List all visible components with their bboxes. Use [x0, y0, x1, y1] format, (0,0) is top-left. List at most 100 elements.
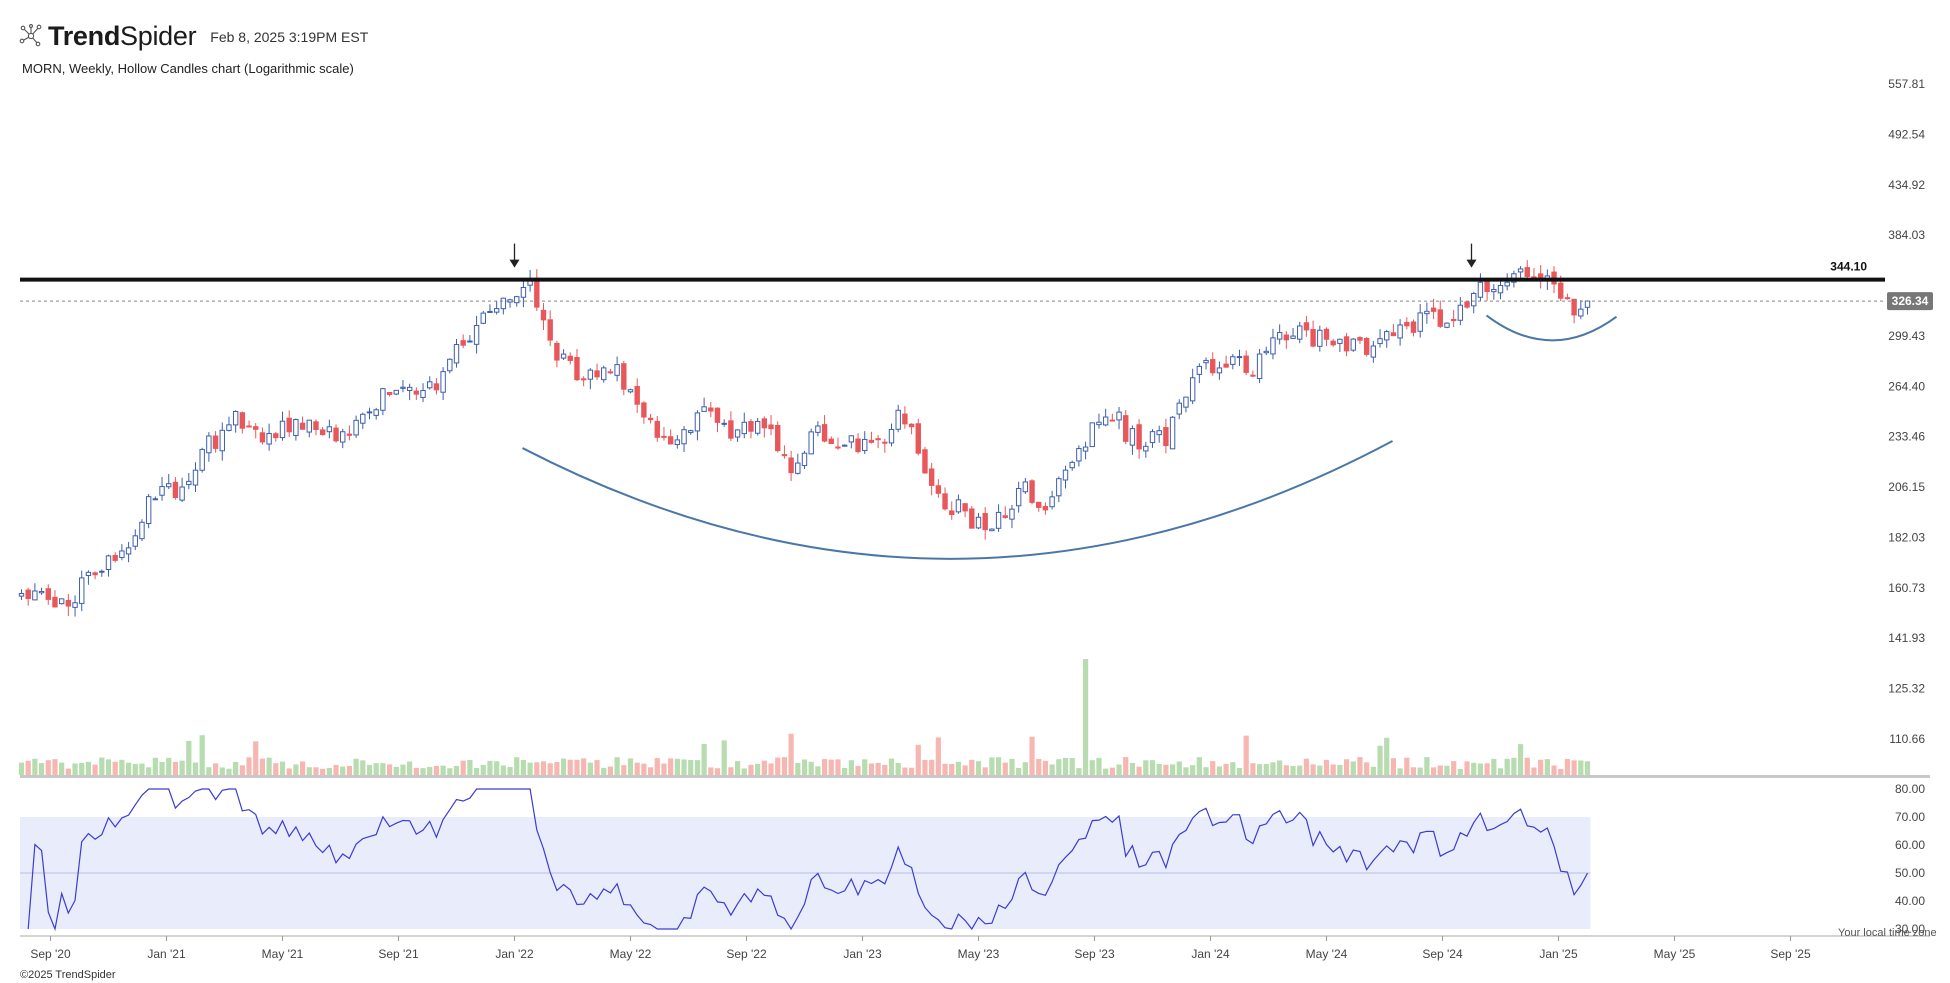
volume-bar [1377, 745, 1383, 775]
candle-body [85, 571, 92, 577]
candle-body [1477, 281, 1484, 298]
candle-body [1116, 411, 1122, 421]
volume-bar [1250, 763, 1256, 775]
volume-bar [1123, 757, 1129, 775]
x-tick-label: May '24 [1306, 947, 1348, 961]
volume-bar [1190, 765, 1196, 775]
volume-bar [741, 768, 747, 775]
volume-bar [621, 765, 627, 775]
candle-body [246, 425, 252, 428]
price-tick-label: 557.81 [1888, 77, 1925, 91]
candle-body [1578, 308, 1584, 317]
candle-body [641, 402, 647, 418]
candle-body [1156, 430, 1162, 436]
candle-body [493, 308, 500, 313]
volume-bar [1430, 767, 1437, 775]
volume-bar [380, 763, 386, 775]
rsi-band [20, 817, 1591, 929]
candle-body [808, 431, 814, 455]
x-tick-label: Sep '25 [1770, 947, 1811, 961]
candle-body [674, 439, 681, 445]
x-tick-label: Jan '25 [1539, 947, 1578, 961]
candle-body [862, 438, 868, 452]
x-tick-label: Sep '20 [30, 947, 71, 961]
volume-bar [781, 757, 788, 775]
candle-body [1089, 422, 1095, 448]
candle-body [1276, 332, 1283, 340]
candle-body [1297, 325, 1303, 340]
volume-bar [714, 768, 721, 775]
candle-body [955, 499, 962, 513]
volume-bar [212, 763, 219, 775]
candle-body [25, 589, 31, 600]
candle-body [1183, 396, 1189, 408]
volume-bar [1169, 764, 1176, 775]
price-tick-label: 141.93 [1888, 631, 1925, 645]
volume-bar [427, 766, 433, 775]
volume-bar [1109, 767, 1115, 775]
candle-body [125, 547, 132, 555]
candle-body [279, 420, 286, 439]
volume-bar [326, 767, 332, 775]
volume-bar [1364, 762, 1370, 775]
candle-body [232, 410, 239, 426]
volume-bar [1149, 760, 1156, 775]
candle-body [52, 596, 58, 608]
candle-body [1450, 318, 1457, 322]
volume-bar [788, 733, 794, 775]
candle-body [915, 423, 921, 454]
volume-bar [1578, 760, 1584, 775]
volume-bar [708, 767, 714, 775]
candle-body [1317, 329, 1323, 347]
volume-bar [1223, 763, 1229, 775]
volume-bar [320, 768, 326, 775]
volume-bar [293, 764, 299, 775]
brand-regular: Spider [120, 20, 197, 51]
candle-body [1002, 515, 1008, 518]
candle-body [1524, 267, 1530, 277]
volume-bar [895, 762, 901, 775]
candle-body [728, 420, 734, 439]
candle-body [473, 324, 480, 345]
candle-body [406, 386, 413, 392]
candle-body [273, 433, 279, 439]
candle-body [922, 449, 928, 474]
volume-bar [1524, 757, 1530, 775]
volume-bar [253, 741, 259, 775]
candle-body [386, 391, 393, 395]
volume-bar [755, 763, 761, 775]
down-arrow-icon [1466, 259, 1477, 268]
candle-body [768, 424, 774, 430]
volume-bar [266, 757, 272, 775]
volume-bar [1016, 767, 1022, 775]
volume-bar [607, 766, 614, 775]
candle-body [1564, 297, 1571, 300]
volume-bar [1002, 762, 1008, 775]
volume-bar [85, 761, 92, 775]
header: TrendSpider Feb 8, 2025 3:19PM EST [18, 20, 368, 51]
volume-bar [1417, 767, 1423, 775]
candle-body [1410, 321, 1417, 333]
candle-body [1149, 431, 1156, 444]
volume-bar [386, 764, 393, 775]
volume-bar [460, 760, 466, 775]
volume-bar [654, 758, 660, 775]
volume-bar [72, 763, 78, 775]
volume-bar [1243, 735, 1249, 775]
candle-body [775, 424, 781, 452]
candle-body [206, 435, 212, 454]
volume-bar [299, 761, 306, 775]
volume-bar [353, 758, 359, 775]
candle-body [1457, 304, 1464, 321]
candle-body [1430, 307, 1437, 312]
candle-body [145, 496, 152, 525]
candle-body [875, 438, 881, 441]
volume-bar [694, 760, 701, 775]
candle-body [520, 286, 527, 298]
candle-body [1203, 359, 1209, 364]
candle-body [1009, 508, 1015, 520]
volume-bar [166, 757, 172, 775]
candle-body [1444, 322, 1450, 328]
volume-bar [494, 761, 500, 775]
